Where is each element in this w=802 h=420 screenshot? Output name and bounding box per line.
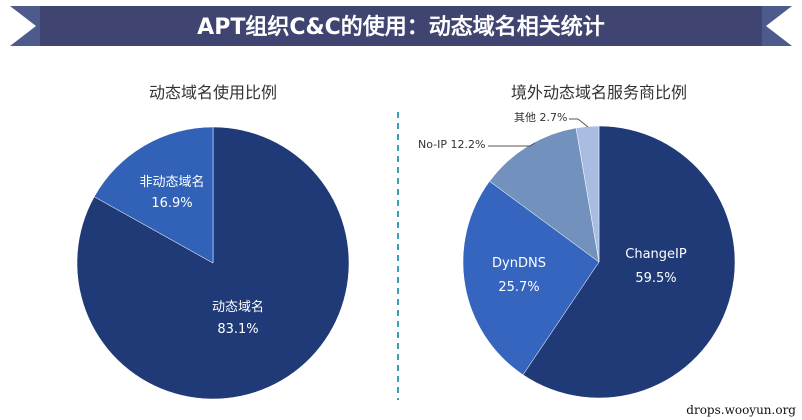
slice-label-noip: No-IP 12.2% bbox=[418, 138, 485, 151]
right-pie bbox=[462, 125, 736, 399]
banner-body bbox=[40, 6, 762, 46]
leader-line-noip-tip bbox=[529, 142, 536, 147]
slice-label-dynamic: 动态域名 bbox=[212, 299, 264, 315]
slice-value-non-dynamic: 16.9% bbox=[151, 196, 192, 211]
page-title: APT组织C&C的使用：动态域名相关统计 bbox=[197, 14, 605, 40]
slice-label-non-dynamic: 非动态域名 bbox=[139, 174, 204, 190]
banner-left-tail bbox=[10, 6, 45, 46]
slice-label-dyndns: DynDNS bbox=[492, 256, 546, 271]
left-chart-title: 动态域名使用比例 bbox=[149, 83, 277, 102]
slice-value-dynamic: 83.1% bbox=[217, 322, 258, 337]
slice-label-other: 其他 2.7% bbox=[514, 111, 567, 124]
pie-slice-非动态域名 bbox=[93, 126, 214, 264]
left-pie bbox=[76, 126, 350, 400]
slice-value-dyndns: 25.7% bbox=[498, 280, 539, 295]
banner-right-tail bbox=[757, 6, 792, 46]
pie-slice-ChangeIP bbox=[522, 125, 736, 399]
title-banner: APT组织C&C的使用：动态域名相关统计 bbox=[10, 6, 792, 46]
slice-value-changeip: 59.5% bbox=[635, 271, 676, 286]
right-chart-title: 境外动态域名服务商比例 bbox=[511, 83, 687, 102]
pie-slice-动态域名 bbox=[76, 126, 350, 400]
slice-label-changeip: ChangeIP bbox=[625, 247, 687, 262]
leader-line-other-tip bbox=[577, 118, 589, 128]
pie-slice-DynDNS bbox=[462, 180, 600, 376]
watermark: drops.wooyun.org bbox=[686, 403, 796, 417]
